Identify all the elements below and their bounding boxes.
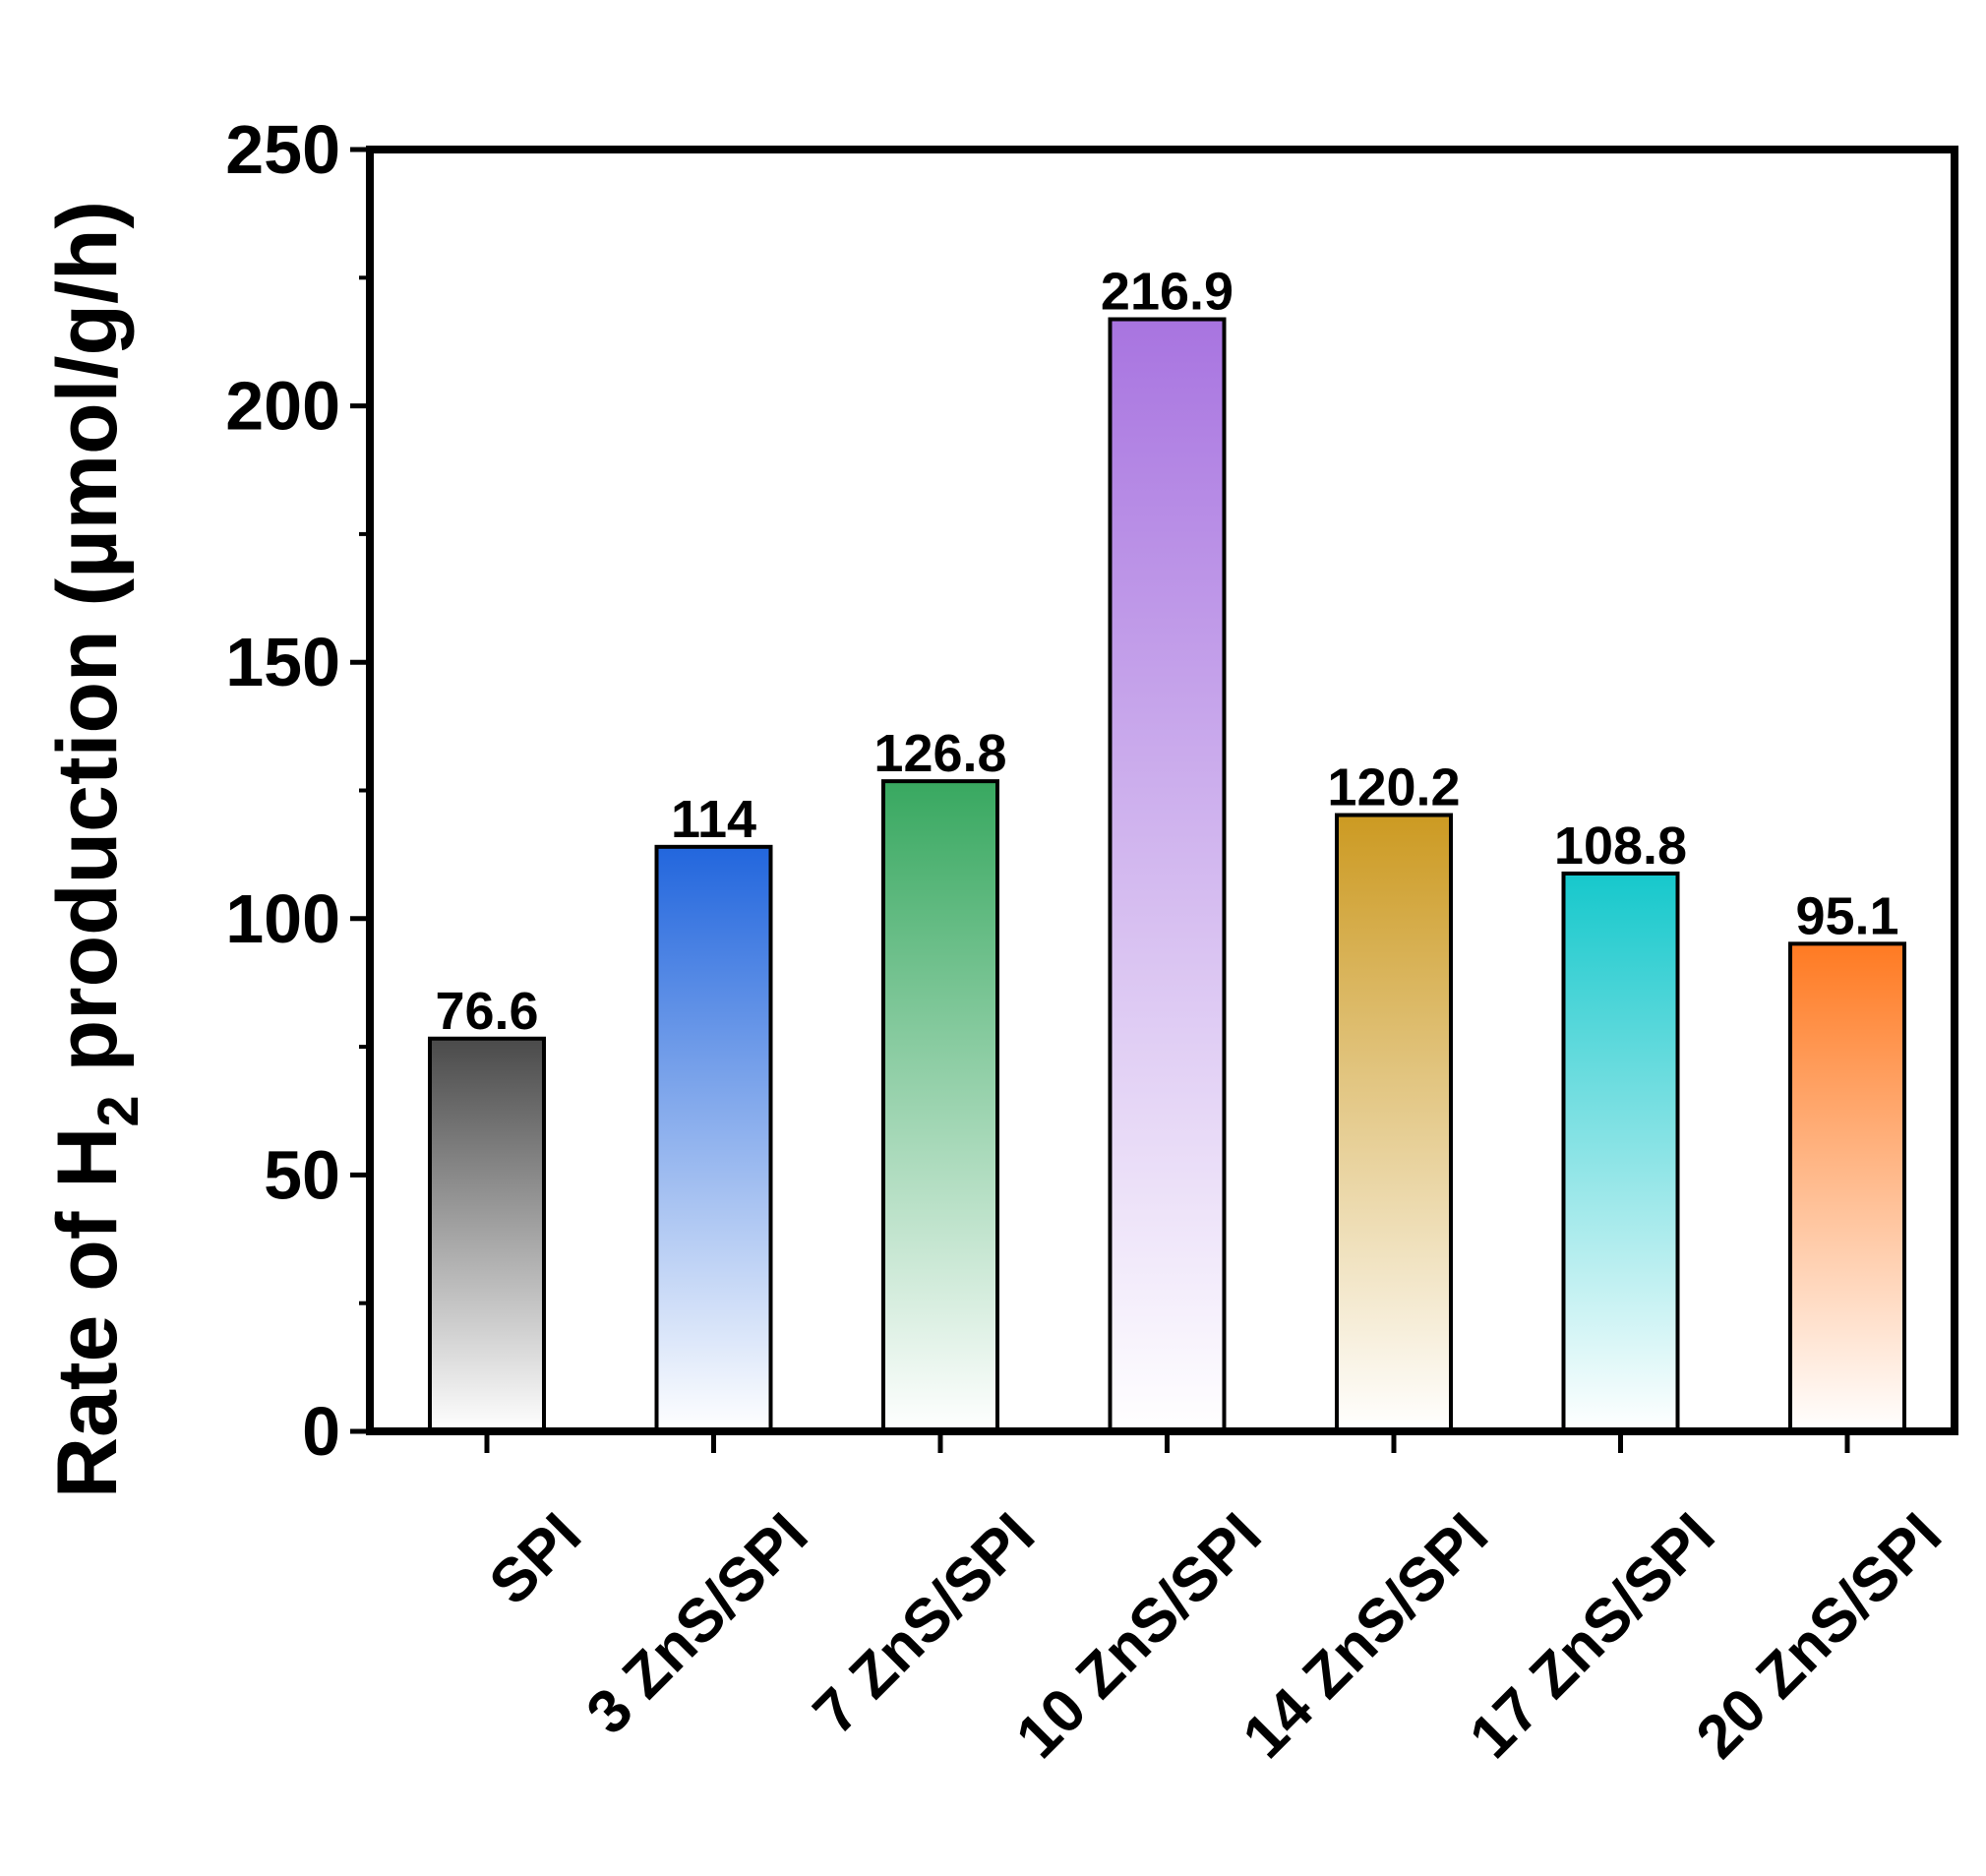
bar-value-label-1: 114 <box>671 790 756 849</box>
bar-6 <box>1788 941 1906 1433</box>
y-axis-label-subscript: 2 <box>87 1095 150 1126</box>
y-tick-label-4: 200 <box>225 368 340 445</box>
bar-value-label-4: 120.2 <box>1327 758 1460 817</box>
x-tick-label-3: 10 ZnS/SPI <box>1003 1500 1274 1771</box>
bar-4 <box>1335 813 1453 1433</box>
ticks-layer: 0 50 100 150 200 250 <box>225 111 1850 1470</box>
bar-value-label-3: 216.9 <box>1101 263 1234 322</box>
y-axis-label: Rate of H2 production (µmol/g/h) <box>40 201 150 1498</box>
bars-layer <box>428 317 1906 1433</box>
y-tick-label-2: 100 <box>225 880 340 957</box>
y-axis-label-rest: production (µmol/g/h) <box>40 201 135 1095</box>
value-labels-layer: 76.6 114 126.8 216.9 120.2 108.8 95.1 <box>435 263 1898 1041</box>
x-tick-label-4: 14 ZnS/SPI <box>1231 1500 1501 1771</box>
y-tick-label-3: 150 <box>225 624 340 700</box>
x-tick-label-1: 3 ZnS/SPI <box>574 1500 821 1747</box>
bar-0 <box>428 1036 546 1433</box>
bar-3 <box>1108 317 1227 1433</box>
x-tick-label-5: 17 ZnS/SPI <box>1457 1500 1727 1771</box>
x-tick-label-0: SPI <box>477 1500 594 1617</box>
y-tick-label-1: 50 <box>264 1136 340 1213</box>
y-tick-label-0: 0 <box>302 1393 340 1470</box>
bar-2 <box>881 779 999 1433</box>
x-tick-label-2: 7 ZnS/SPI <box>801 1500 1048 1747</box>
bar-value-label-0: 76.6 <box>435 982 538 1041</box>
bar-1 <box>654 844 773 1433</box>
bar-value-label-2: 126.8 <box>873 724 1006 783</box>
bar-value-label-5: 108.8 <box>1554 817 1687 876</box>
y-axis-label-main: Rate of H <box>40 1127 135 1498</box>
bar-value-label-6: 95.1 <box>1795 886 1898 945</box>
x-tick-label-6: 20 ZnS/SPI <box>1684 1500 1955 1771</box>
y-tick-label-5: 250 <box>225 111 340 188</box>
bar-5 <box>1561 871 1680 1433</box>
